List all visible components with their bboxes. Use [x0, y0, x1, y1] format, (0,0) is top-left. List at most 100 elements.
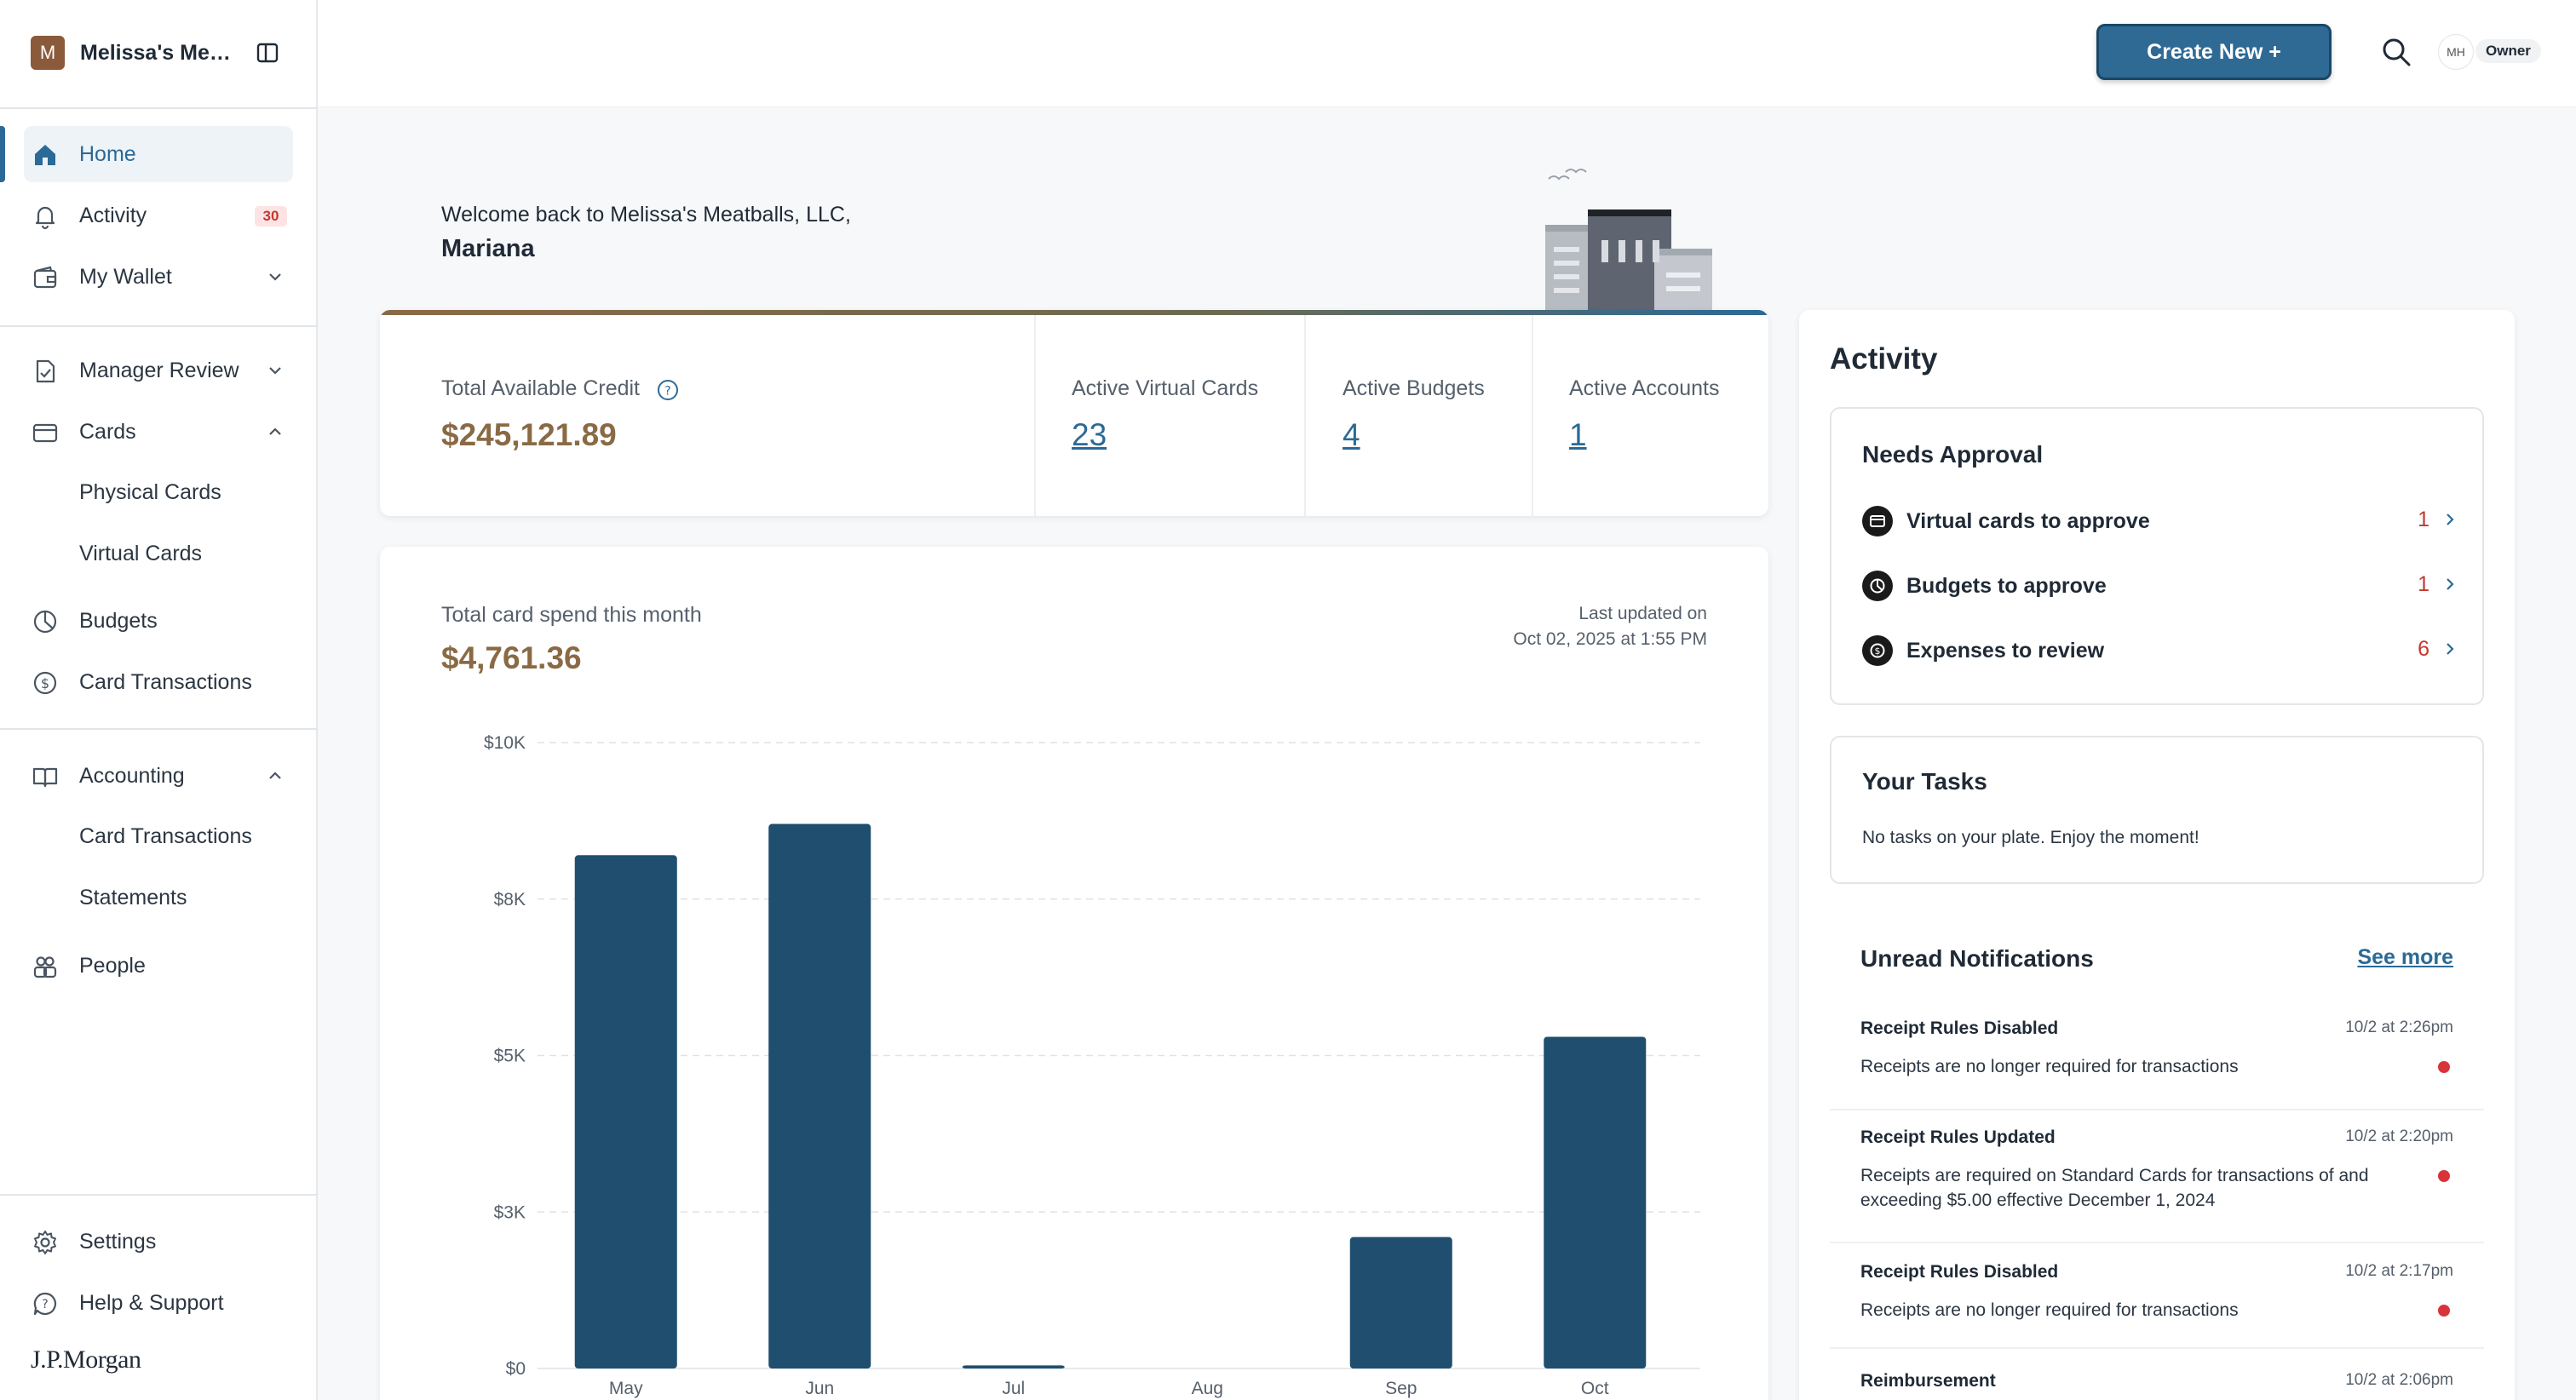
welcome-message: Welcome back to Melissa's Meatballs, LLC…: [441, 203, 851, 227]
role-badge: Owner: [2475, 39, 2541, 63]
unread-notifications-title: Unread Notifications: [1860, 945, 2094, 972]
sidebar-item-physical-cards[interactable]: Physical Cards: [79, 480, 221, 504]
sidebar-item-manager-review[interactable]: Manager Review: [0, 342, 318, 399]
sidebar-item-statements[interactable]: Statements: [79, 886, 187, 909]
activity-title: Activity: [1830, 342, 1938, 376]
sidebar-divider: [0, 107, 318, 109]
svg-text:$: $: [1875, 645, 1881, 657]
search-icon[interactable]: [2380, 36, 2412, 68]
last-updated-time: Oct 02, 2025 at 1:55 PM: [1513, 629, 1707, 649]
approval-row-budgets[interactable]: Budgets to approve 1: [1862, 567, 2458, 603]
active-accounts-link[interactable]: 1: [1569, 417, 1587, 452]
credit-card-icon: [31, 418, 60, 447]
svg-text:?: ?: [664, 385, 670, 399]
sidebar-divider: [0, 325, 318, 327]
sidebar-item-label: Card Transactions: [79, 669, 252, 694]
sidebar-item-wallet[interactable]: My Wallet: [0, 249, 318, 305]
y-tick-label: $10K: [484, 733, 526, 753]
jpmorgan-logo: J.P.Morgan: [31, 1345, 141, 1374]
notification-divider: [1830, 1242, 2484, 1243]
notification-item[interactable]: Reimbursement 10/2 at 2:06pm: [1860, 1371, 2453, 1400]
chevron-down-icon[interactable]: [266, 267, 285, 286]
notification-divider: [1830, 1347, 2484, 1349]
active-virtual-cards-link[interactable]: 23: [1072, 417, 1107, 452]
spend-label: Total card spend this month: [441, 603, 702, 627]
card-icon: [1862, 506, 1893, 536]
approval-row-expenses[interactable]: $ Expenses to review 6: [1862, 632, 2458, 668]
sidebar-item-budgets[interactable]: Budgets: [0, 593, 318, 649]
active-accounts-label: Active Accounts: [1569, 376, 1720, 400]
stat-divider: [1034, 315, 1036, 516]
notification-item[interactable]: Receipt Rules Disabled 10/2 at 2:17pm Re…: [1860, 1262, 2453, 1347]
home-icon: [31, 141, 60, 169]
create-new-button[interactable]: Create New +: [2096, 24, 2332, 80]
sidebar-item-cards[interactable]: Cards: [0, 404, 318, 460]
chevron-up-icon[interactable]: [266, 766, 285, 785]
buildings-illustration: [1545, 169, 1712, 312]
y-tick-label: $8K: [494, 890, 526, 909]
approval-label: Virtual cards to approve: [1906, 509, 2150, 533]
info-icon[interactable]: ?: [657, 379, 679, 401]
notification-body: Receipts are no longer required for tran…: [1860, 1057, 2239, 1076]
org-name: Melissa's Meatballs, LLC: [80, 40, 233, 65]
sidebar-divider: [0, 1194, 318, 1196]
x-tick-label: Jul: [1002, 1379, 1025, 1398]
stat-divider: [1532, 315, 1533, 516]
your-tasks-title: Your Tasks: [1862, 768, 1987, 795]
user-avatar[interactable]: MH: [2438, 34, 2474, 70]
notification-divider: [1830, 1109, 2484, 1110]
svg-text:$: $: [41, 675, 49, 691]
help-chat-icon: ?: [31, 1289, 60, 1318]
document-check-icon: [31, 357, 60, 386]
chevron-up-icon[interactable]: [266, 422, 285, 441]
notification-title: Receipt Rules Disabled: [1860, 1262, 2059, 1282]
chevron-right-icon: [2447, 578, 2454, 590]
pie-chart-icon: [31, 607, 60, 636]
x-tick-label: Aug: [1192, 1379, 1223, 1398]
sidebar-item-label: My Wallet: [79, 264, 172, 289]
budget-icon: [1862, 571, 1893, 601]
notification-item[interactable]: Receipt Rules Disabled 10/2 at 2:26pm Re…: [1860, 1018, 2453, 1104]
sidebar-divider: [0, 728, 318, 730]
sidebar-item-card-transactions[interactable]: $ Card Transactions: [0, 654, 318, 710]
org-switcher[interactable]: M Melissa's Meatballs, LLC: [31, 36, 233, 70]
notification-body: Receipts are no longer required for tran…: [1860, 1300, 2239, 1320]
sidebar-item-label: Cards: [79, 419, 136, 444]
notification-time: 10/2 at 2:17pm: [2345, 1262, 2453, 1280]
sidebar-item-accounting-card-transactions[interactable]: Card Transactions: [79, 824, 252, 848]
book-icon: [31, 762, 60, 791]
notification-body: Receipts are required on Standard Cards …: [1860, 1166, 2369, 1210]
sidebar-item-people[interactable]: People: [0, 938, 318, 994]
sidebar-item-home[interactable]: Home: [0, 126, 318, 182]
unread-dot: [2438, 1061, 2450, 1073]
panel-toggle-icon[interactable]: [256, 41, 279, 65]
notification-title: Receipt Rules Disabled: [1860, 1018, 2059, 1038]
sidebar-item-accounting[interactable]: Accounting: [0, 748, 318, 804]
active-budgets-link[interactable]: 4: [1343, 417, 1360, 452]
sidebar-item-virtual-cards[interactable]: Virtual Cards: [79, 542, 203, 565]
activity-count-badge: 30: [255, 206, 287, 227]
sidebar-item-activity[interactable]: Activity 30: [0, 187, 318, 244]
approval-label: Budgets to approve: [1906, 574, 2107, 598]
y-tick-label: $3K: [494, 1202, 526, 1222]
notification-time: 10/2 at 2:06pm: [2345, 1371, 2453, 1389]
unread-dot: [2438, 1305, 2450, 1317]
needs-approval-title: Needs Approval: [1862, 441, 2044, 468]
chevron-down-icon[interactable]: [266, 361, 285, 380]
sidebar-item-help[interactable]: ? Help & Support: [0, 1275, 318, 1331]
notification-title: Reimbursement: [1860, 1371, 1996, 1391]
approval-row-virtual-cards[interactable]: Virtual cards to approve 1: [1862, 502, 2458, 538]
last-updated: Last updated on Oct 02, 2025 at 1:55 PM: [1513, 601, 1707, 652]
see-more-link[interactable]: See more: [2357, 945, 2453, 969]
sidebar-item-label: Activity: [79, 203, 147, 227]
dollar-circle-icon: $: [31, 668, 60, 697]
approval-count: 6: [2418, 637, 2429, 661]
people-icon: [31, 952, 60, 981]
bar-oct: [1544, 1036, 1647, 1368]
sidebar: M Melissa's Meatballs, LLC Home Activity…: [0, 0, 318, 1400]
sidebar-item-settings[interactable]: Settings: [0, 1214, 318, 1270]
chevron-right-icon: [2447, 643, 2454, 655]
spend-bar-chart: $0 $3K $5K $8K $10K May Jun Jul Aug Sep Oct: [484, 733, 1700, 1398]
notification-item[interactable]: Receipt Rules Updated 10/2 at 2:20pm Rec…: [1860, 1127, 2453, 1238]
notification-title: Receipt Rules Updated: [1860, 1127, 2056, 1147]
